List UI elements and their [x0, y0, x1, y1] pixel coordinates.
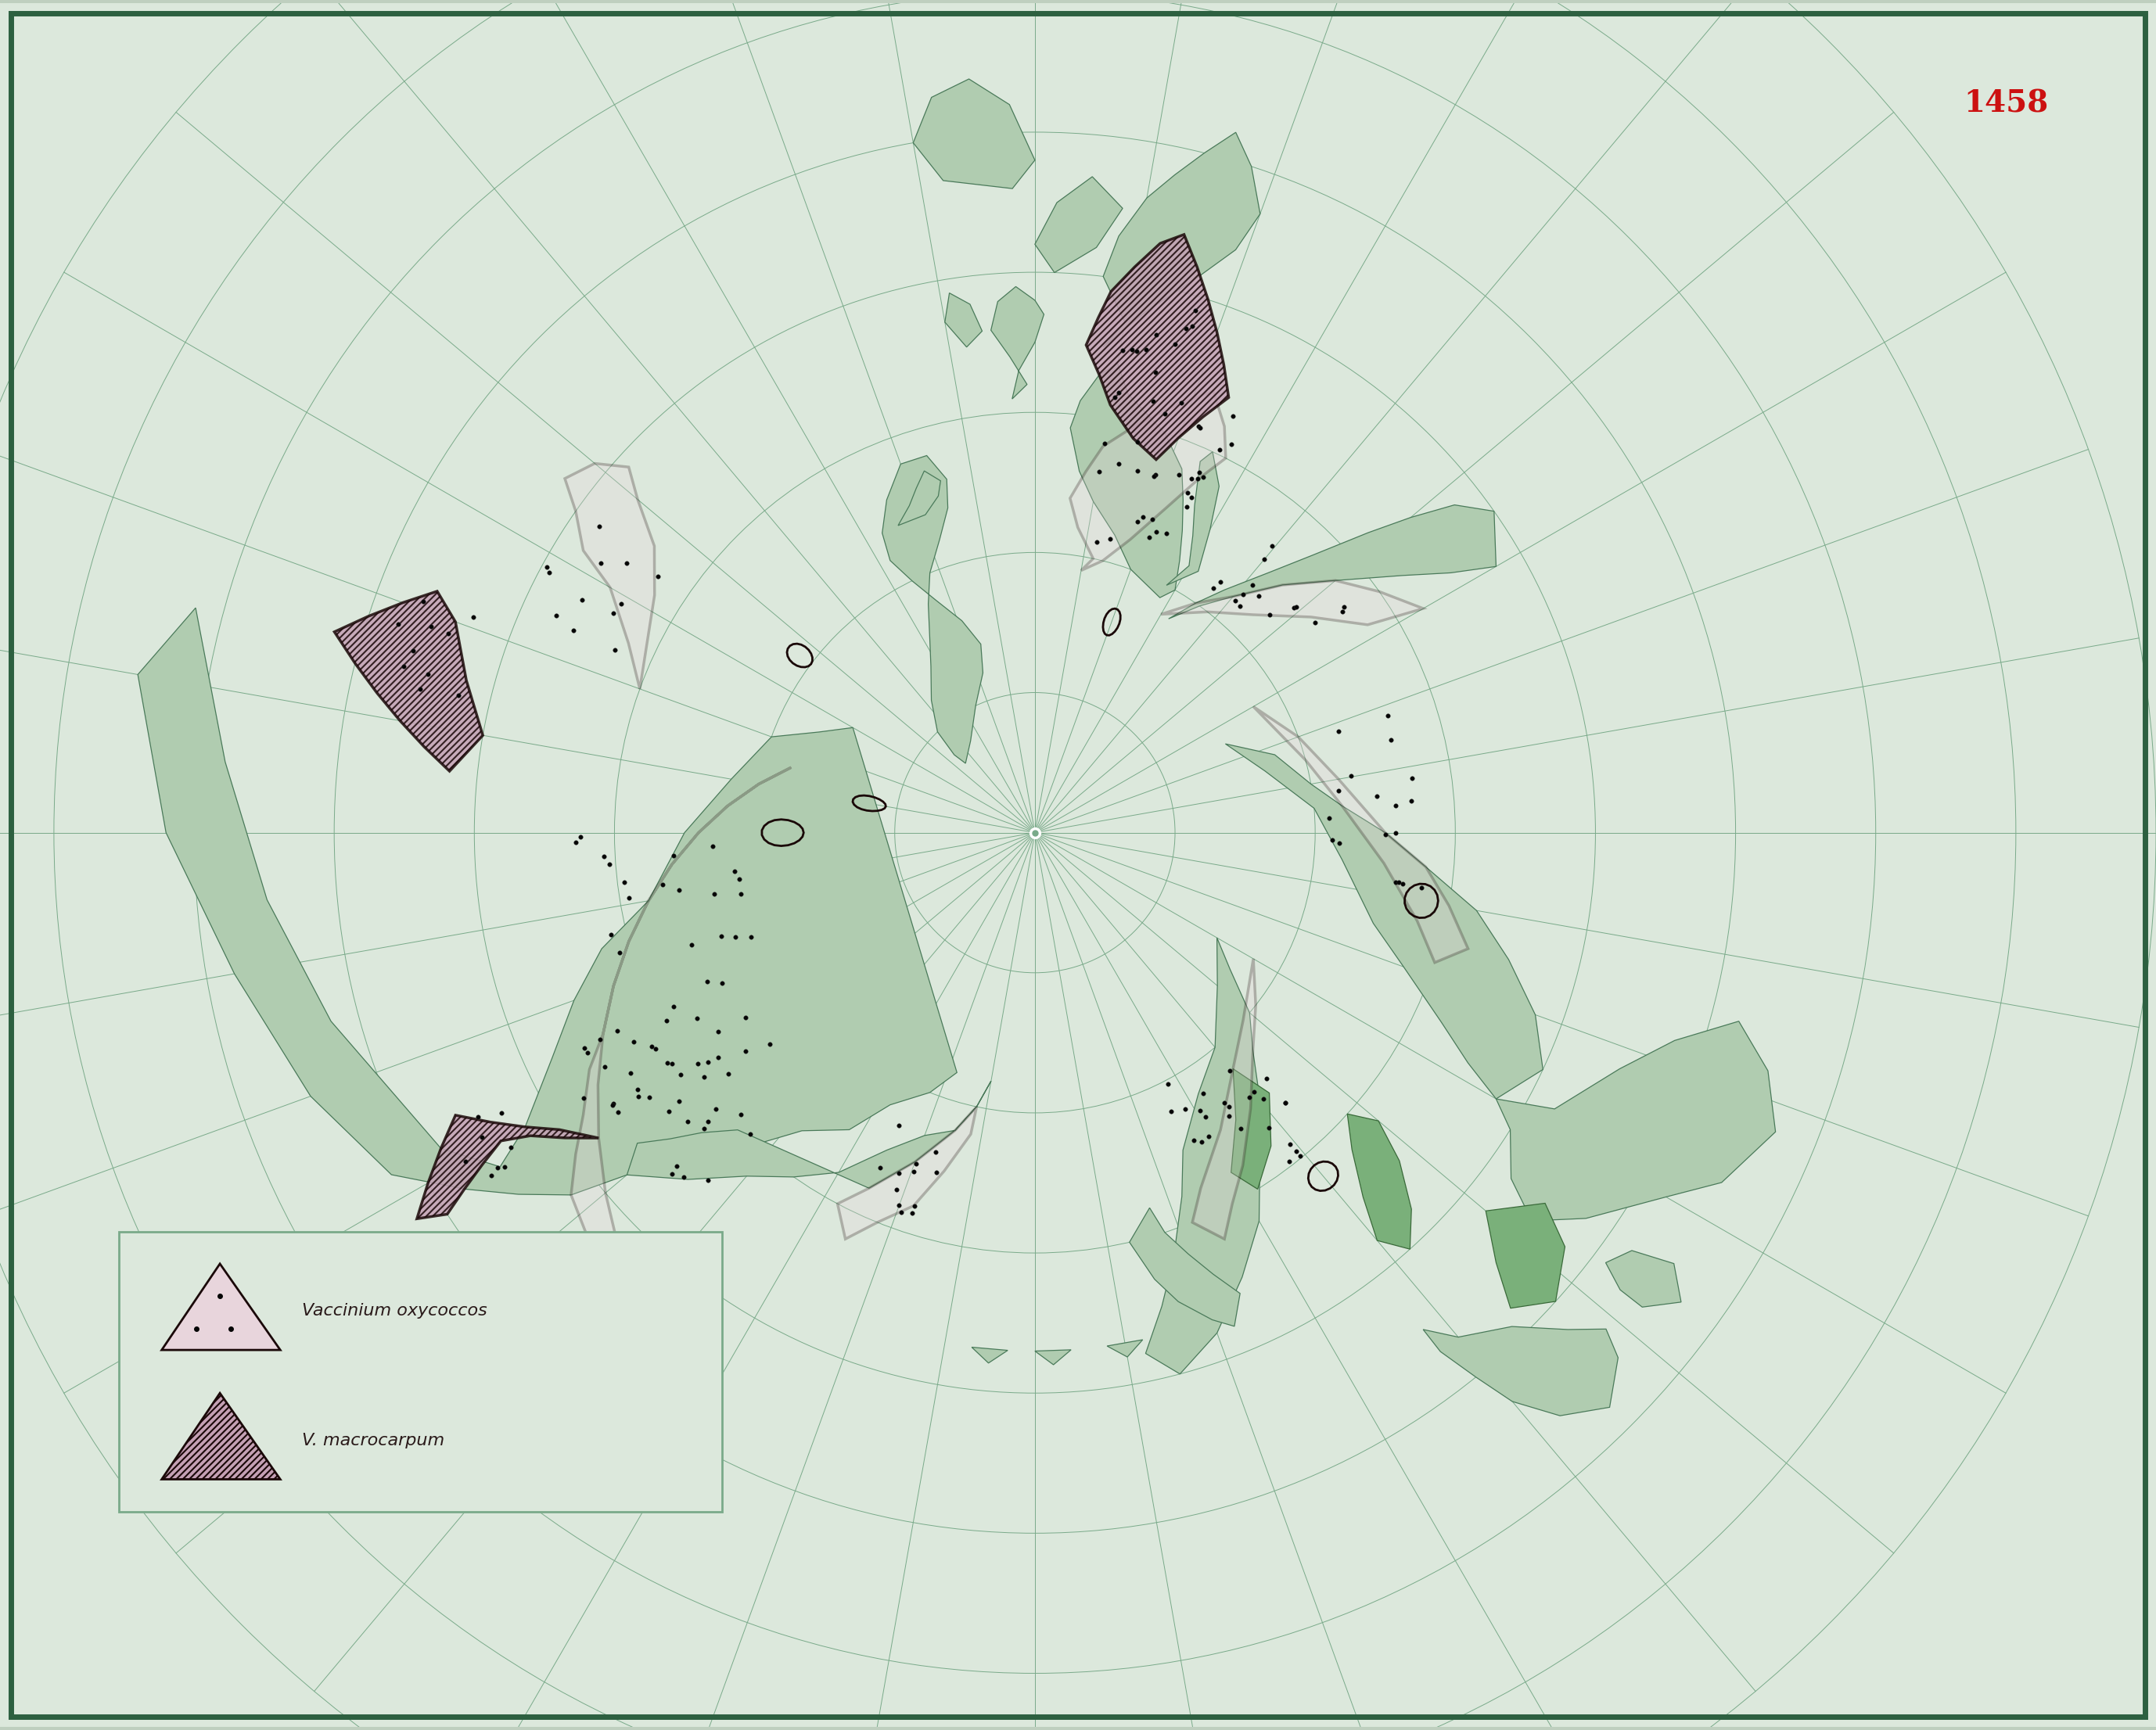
- Polygon shape: [882, 455, 983, 763]
- Polygon shape: [1069, 391, 1227, 571]
- Polygon shape: [416, 1116, 599, 1218]
- Polygon shape: [1423, 1327, 1619, 1415]
- Polygon shape: [1166, 452, 1218, 585]
- Polygon shape: [1162, 581, 1423, 625]
- Polygon shape: [565, 464, 655, 689]
- Polygon shape: [1104, 131, 1259, 348]
- Polygon shape: [162, 1263, 280, 1349]
- Bar: [119, 1232, 722, 1512]
- Polygon shape: [899, 471, 940, 526]
- Polygon shape: [1231, 1069, 1272, 1189]
- Polygon shape: [627, 1081, 992, 1189]
- Polygon shape: [1169, 1323, 1203, 1342]
- Text: Vaccinium oxycoccos: Vaccinium oxycoccos: [302, 1303, 487, 1318]
- Polygon shape: [1225, 744, 1544, 1099]
- Polygon shape: [1253, 706, 1468, 962]
- Polygon shape: [944, 292, 983, 348]
- Polygon shape: [1606, 1251, 1682, 1308]
- Polygon shape: [972, 1348, 1007, 1363]
- Polygon shape: [138, 607, 957, 1195]
- Polygon shape: [1485, 1204, 1565, 1308]
- Polygon shape: [1035, 1349, 1072, 1365]
- Polygon shape: [1130, 1208, 1240, 1327]
- Polygon shape: [1348, 1114, 1412, 1249]
- Polygon shape: [1145, 938, 1259, 1374]
- Polygon shape: [162, 1393, 280, 1479]
- Polygon shape: [914, 80, 1035, 189]
- Polygon shape: [1087, 235, 1229, 460]
- Polygon shape: [1169, 505, 1496, 619]
- Polygon shape: [1192, 958, 1255, 1239]
- Polygon shape: [837, 1107, 977, 1239]
- Text: 1458: 1458: [1964, 88, 2048, 119]
- Polygon shape: [571, 768, 791, 1249]
- Polygon shape: [1069, 363, 1184, 597]
- Text: V. macrocarpum: V. macrocarpum: [302, 1432, 444, 1448]
- Polygon shape: [334, 592, 483, 772]
- Polygon shape: [1106, 1339, 1143, 1356]
- Polygon shape: [1035, 176, 1123, 273]
- Polygon shape: [1496, 1021, 1777, 1221]
- Polygon shape: [992, 287, 1044, 400]
